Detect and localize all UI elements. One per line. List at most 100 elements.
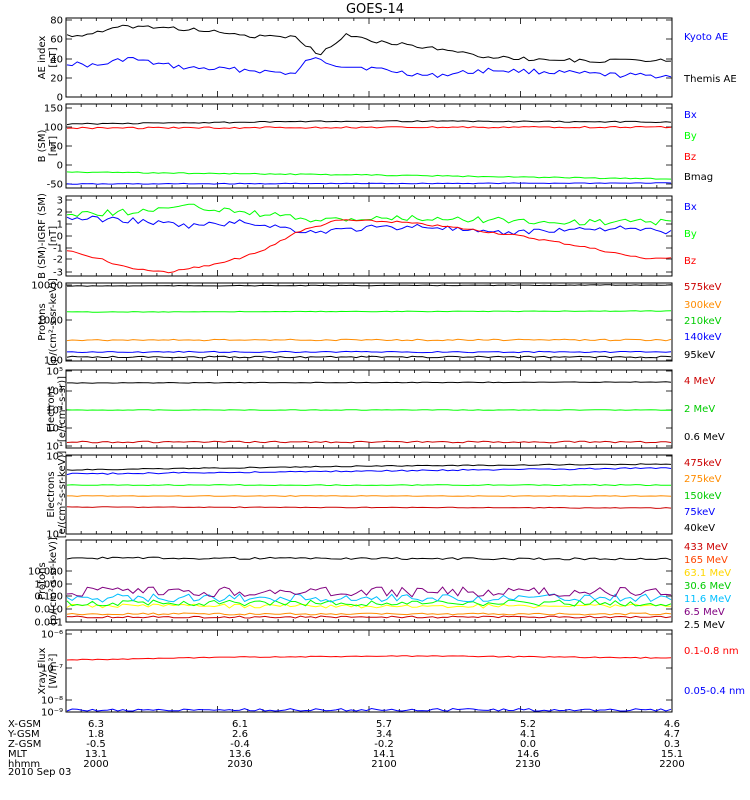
panel-8: 10⁻⁹10⁻⁸ 10⁻⁷ 10⁻⁶ Xray Flux [W/m²] 0.1-0.8 n… — [37, 629, 745, 719]
ephemeris-value: 4.1 — [520, 729, 536, 740]
y-tick-label: 10.000 — [28, 567, 63, 578]
y-tick-label: 10⁻⁸ — [41, 696, 63, 707]
y-tick-label: 10⁵ — [46, 452, 63, 463]
legend-entry: Themis AE — [683, 74, 737, 85]
legend-entry: Kyoto AE — [684, 32, 728, 43]
legend-entry: By — [684, 229, 697, 240]
series-line-2-mev — [66, 409, 672, 411]
y-tick-label: 10³ — [46, 406, 63, 417]
panel-frame — [65, 369, 673, 449]
y-tick-label: 10⁻⁹ — [41, 708, 63, 719]
legend-entry: Bx — [684, 110, 697, 121]
ephemeris-row-label: Z-GSM — [8, 739, 41, 750]
y-tick-label: 40 — [50, 55, 63, 66]
legend-entry: 63.1 MeV — [684, 568, 731, 579]
legend-entry: 95keV — [684, 350, 715, 361]
series-line-150kev — [66, 483, 671, 487]
series-line-75kev — [66, 467, 672, 476]
y-axis-label: Electrons — [46, 471, 57, 517]
y-tick-label: 20 — [50, 74, 63, 85]
panel-4: 100 1000 10000 Protons [p/(cm²-s-sr-keV)] 575… — [31, 278, 721, 366]
panel-frame — [65, 454, 673, 535]
ephemeris-value: 5.2 — [520, 719, 536, 730]
date-label: 2010 Sep 03 — [8, 767, 71, 778]
series-line-575kev — [67, 284, 672, 287]
ephemeris-value: 4.6 — [664, 719, 680, 730]
legend-entry: Bx — [684, 202, 697, 213]
y-tick-label: -1 — [53, 244, 63, 255]
legend-entry: 575keV — [684, 282, 722, 293]
legend-entry: 30.6 MeV — [684, 581, 731, 592]
ephemeris-row-label: X-GSM — [8, 719, 41, 730]
ephemeris-value: 2030 — [227, 759, 252, 770]
y-tick-label: 150 — [44, 104, 63, 115]
legend-entry: 300keV — [684, 300, 722, 311]
series-line-30-6-mev — [66, 599, 672, 607]
series-line-11-6-mev — [66, 593, 672, 603]
legend-entry: 0.6 MeV — [684, 432, 725, 443]
y-tick-label: 60 — [50, 35, 63, 46]
legend-entry: 40keV — [684, 523, 715, 534]
ephemeris-value: 15.1 — [661, 749, 683, 760]
ephemeris-value: 5.7 — [376, 719, 392, 730]
panel-frame — [65, 282, 673, 362]
ephemeris-value: -0.4 — [230, 739, 250, 750]
y-axis-label: Protons — [37, 562, 48, 599]
series-line-165-mev — [66, 612, 672, 616]
y-tick-label: 0 — [57, 161, 63, 172]
panel-frame — [65, 103, 673, 189]
series-line-bmag — [66, 120, 672, 126]
series-line-275kev — [67, 495, 672, 497]
y-axis-label: [W/m²] — [48, 653, 59, 688]
y-tick-label: 10⁴ — [46, 387, 63, 398]
ephemeris-value: 1.8 — [88, 729, 104, 740]
ephemeris-value: 0.3 — [664, 739, 680, 750]
y-axis-label: [nT] — [48, 47, 59, 67]
ephemeris-value: 2100 — [371, 759, 396, 770]
y-tick-label: 80 — [50, 16, 63, 27]
panel-frame — [65, 17, 673, 98]
y-tick-label: 10⁻⁶ — [41, 630, 63, 641]
legend-entry: 165 MeV — [684, 555, 728, 566]
legend-entry: 275keV — [684, 474, 722, 485]
ephemeris-row-label: MLT — [8, 749, 28, 760]
y-tick-label: 10¹ — [46, 442, 63, 453]
legend-entry: 11.6 MeV — [684, 594, 731, 605]
y-axis-label: [nT] — [48, 226, 59, 246]
y-axis-label: Xray Flux — [37, 647, 48, 694]
series-line-210kev — [66, 310, 672, 313]
y-tick-label: -50 — [47, 180, 63, 191]
ephemeris-value: 4.7 — [664, 729, 680, 740]
ephemeris-value: 2200 — [659, 759, 684, 770]
y-tick-label: 0.100 — [34, 592, 63, 603]
y-axis-label: B (SM)-IGRF (SM) — [37, 193, 48, 279]
series-line-140kev — [66, 350, 672, 354]
series-line-0-6-mev — [67, 381, 672, 384]
y-tick-label: 10⁵ — [46, 367, 63, 378]
series-line-bz — [66, 125, 672, 130]
y-axis-label: Electrons — [46, 386, 57, 432]
ephemeris-value: 14.6 — [517, 749, 539, 760]
y-tick-label: -2 — [53, 255, 63, 266]
panel-frame — [65, 195, 673, 277]
legend-entry: 0.05-0.4 nm — [684, 686, 745, 697]
y-axis-label: AE index — [37, 36, 48, 80]
legend-entry: Bz — [684, 256, 696, 267]
series-line-by — [66, 171, 672, 180]
y-tick-label: 10000 — [31, 281, 63, 292]
series-line-0-1-0-8-nm — [66, 655, 672, 661]
legend-entry: 140keV — [684, 332, 722, 343]
ephemeris-value: 2.6 — [232, 729, 248, 740]
y-tick-label: 50 — [50, 142, 63, 153]
y-tick-label: 10² — [46, 424, 63, 435]
ephemeris-value: 13.6 — [229, 749, 251, 760]
series-line-by — [66, 203, 672, 226]
legend-entry: Bmag — [684, 172, 713, 183]
y-axis-label: [e/(cm²-s-sr)] — [57, 376, 68, 442]
y-tick-label: 0.010 — [34, 605, 63, 616]
ephemeris-value: 6.1 — [232, 719, 248, 730]
series-line-kyoto-ae — [66, 56, 672, 79]
